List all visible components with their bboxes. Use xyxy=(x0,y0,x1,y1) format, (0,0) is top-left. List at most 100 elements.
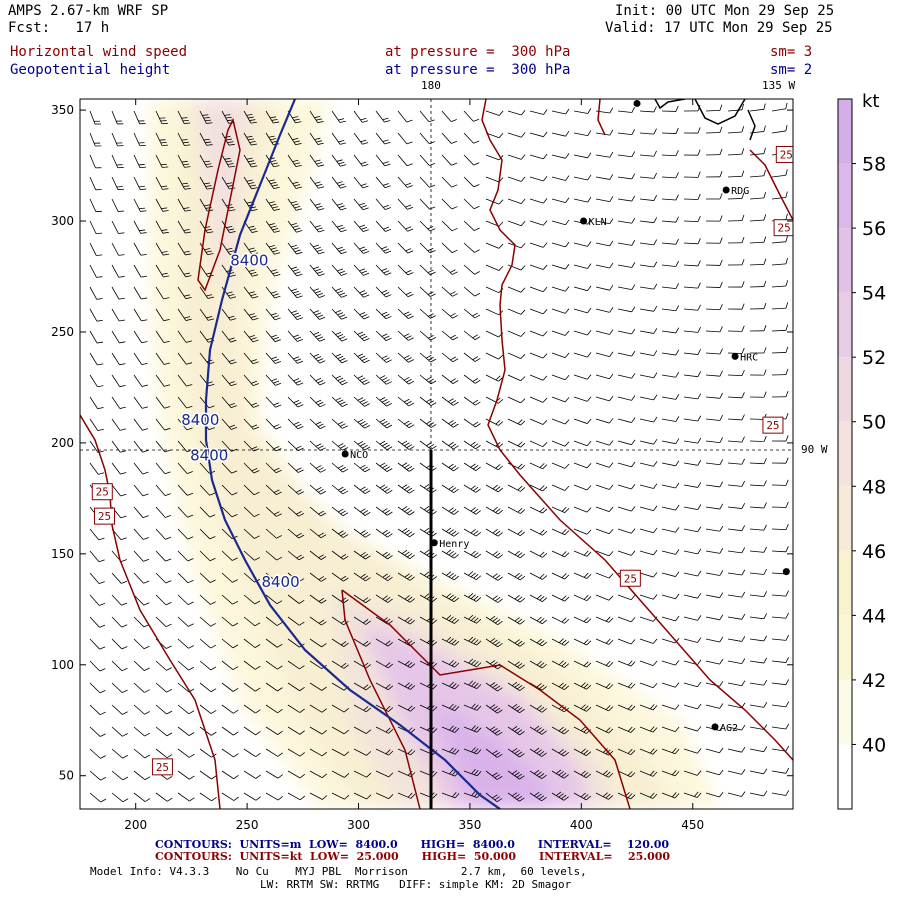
wind-barb xyxy=(485,528,503,537)
barb-shaft xyxy=(727,550,742,554)
wind-barb xyxy=(507,286,526,293)
wind-barb xyxy=(155,330,170,343)
wind-barb xyxy=(507,703,525,714)
wind-barb xyxy=(331,506,349,517)
barb-shaft xyxy=(331,374,343,386)
barb-shaft xyxy=(595,770,609,778)
barb-feather xyxy=(675,416,680,422)
barb-feather xyxy=(317,336,324,340)
barb-feather xyxy=(653,150,657,157)
barb-feather xyxy=(586,463,592,469)
wind-barb xyxy=(331,572,349,582)
barb-shaft xyxy=(507,506,521,514)
wind-barb xyxy=(155,594,172,606)
barb-shaft xyxy=(771,704,786,708)
barb-feather xyxy=(741,281,745,288)
barb-feather xyxy=(517,662,523,668)
wind-barb xyxy=(331,528,349,538)
barb-feather xyxy=(541,619,548,625)
barb-feather xyxy=(181,182,188,185)
barb-feather xyxy=(652,793,658,799)
barb-feather xyxy=(321,621,327,626)
barb-feather xyxy=(630,705,636,711)
barb-feather xyxy=(315,399,322,403)
wind-barb xyxy=(771,280,789,288)
barb-shaft xyxy=(309,154,319,167)
wind-barb xyxy=(727,791,746,797)
barb-feather xyxy=(298,513,305,517)
barb-shaft xyxy=(287,506,299,517)
barb-feather xyxy=(468,614,474,620)
barb-feather xyxy=(675,127,679,134)
wind-barb xyxy=(683,770,702,776)
barb-shaft xyxy=(397,748,411,756)
barb-feather xyxy=(583,749,589,755)
barb-feather xyxy=(517,574,523,579)
barb-feather xyxy=(475,510,481,515)
barb-shaft xyxy=(727,175,743,178)
barb-feather xyxy=(473,682,479,688)
barb-shaft xyxy=(397,110,407,123)
barb-feather xyxy=(516,795,523,800)
barb-feather xyxy=(298,534,305,539)
barb-feather xyxy=(359,311,366,316)
barb-shaft xyxy=(243,352,254,364)
barb-feather xyxy=(564,374,570,381)
barb-feather xyxy=(697,260,701,267)
barb-shaft xyxy=(727,440,742,443)
wind-barb xyxy=(485,484,504,493)
wind-barb xyxy=(617,350,636,357)
barb-feather xyxy=(631,173,636,180)
barb-feather xyxy=(719,392,723,399)
barb-shaft xyxy=(331,726,345,735)
barb-feather xyxy=(428,335,434,339)
barb-feather xyxy=(408,380,415,385)
barb-feather xyxy=(492,573,498,578)
barb-shaft xyxy=(331,242,342,254)
barb-shaft xyxy=(727,704,742,709)
barb-shaft xyxy=(309,660,322,670)
barb-feather xyxy=(268,179,275,182)
barb-feather xyxy=(517,596,523,601)
wind-barb xyxy=(287,242,303,255)
barb-shaft xyxy=(331,484,344,495)
y-tick-label: 350 xyxy=(51,103,74,117)
barb-feather xyxy=(785,745,790,752)
barb-shaft xyxy=(353,374,365,385)
barb-shaft xyxy=(749,462,765,465)
wind-barb xyxy=(595,262,614,269)
barb-shaft xyxy=(133,528,144,540)
barb-shaft xyxy=(89,308,98,322)
barb-feather xyxy=(365,577,371,582)
wind-barb xyxy=(243,110,257,124)
barb-feather xyxy=(296,532,302,537)
barb-feather xyxy=(272,249,279,253)
barb-feather xyxy=(293,421,300,426)
wind-barb xyxy=(639,239,658,246)
wind-barb xyxy=(705,459,724,466)
barb-feather xyxy=(448,616,454,622)
barb-feather xyxy=(451,140,458,144)
barb-feather xyxy=(382,442,388,447)
barb-feather xyxy=(564,663,570,668)
barb-feather xyxy=(474,227,480,231)
barb-shaft xyxy=(705,374,720,377)
barb-feather xyxy=(498,199,504,205)
barb-feather xyxy=(341,316,348,320)
wind-barb xyxy=(573,704,592,712)
wind-barb xyxy=(771,634,789,641)
wind-barb xyxy=(375,792,394,800)
barb-feather xyxy=(337,464,344,469)
barb-feather xyxy=(290,201,297,204)
barb-feather xyxy=(719,237,723,244)
wind-barb xyxy=(243,506,260,518)
barb-feather xyxy=(543,131,548,137)
barb-shaft xyxy=(551,308,566,314)
barb-shaft xyxy=(375,660,389,669)
colorbar-label: 50 xyxy=(862,412,886,434)
wind-barb xyxy=(331,792,350,800)
barb-feather xyxy=(248,138,255,141)
barb-shaft xyxy=(199,792,212,802)
wind-barb xyxy=(551,660,570,668)
wind-barb xyxy=(155,792,173,802)
